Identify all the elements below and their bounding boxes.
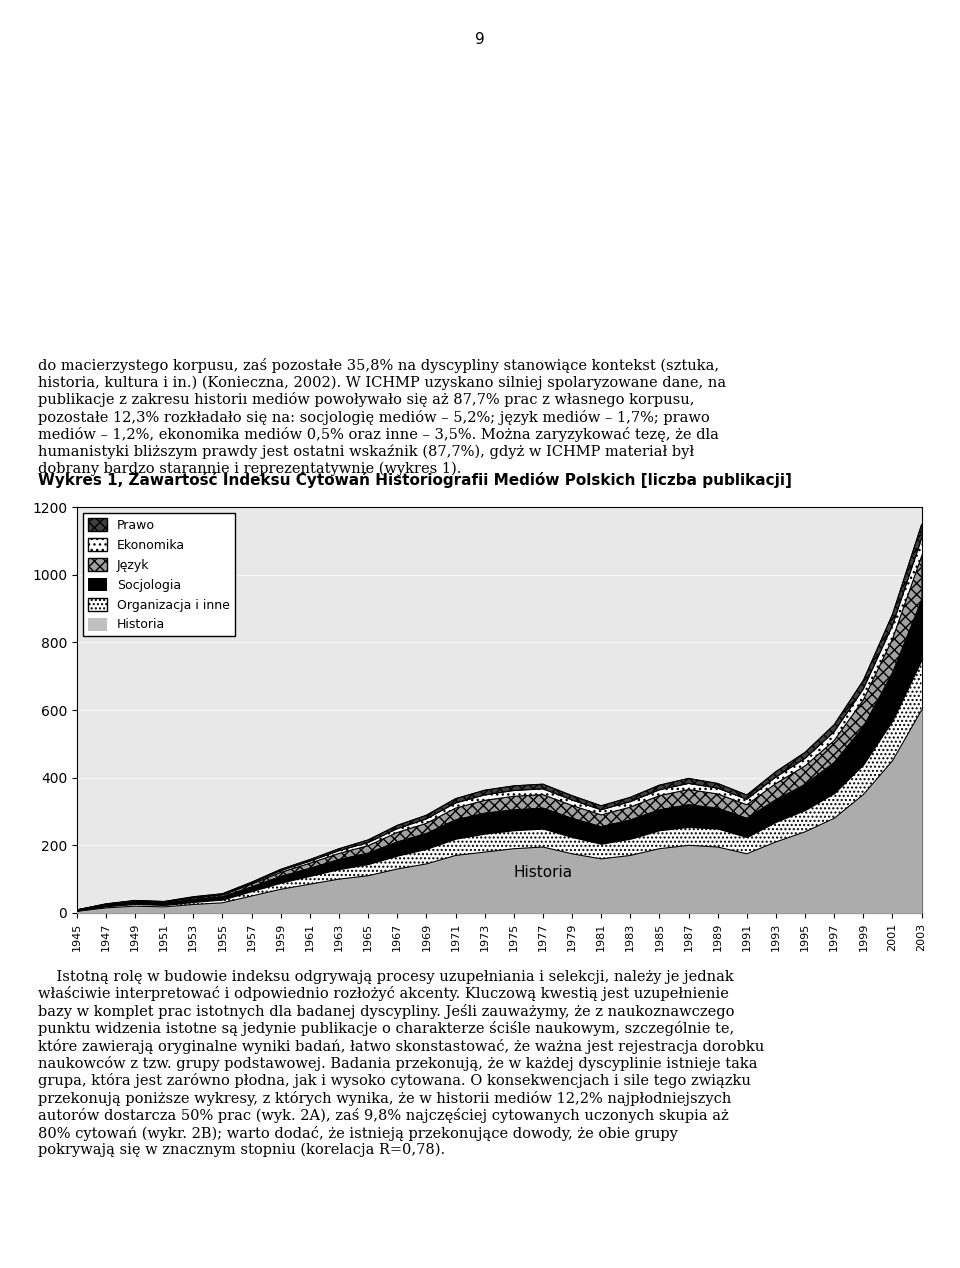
Text: Historia: Historia: [514, 865, 572, 880]
Text: 9: 9: [475, 32, 485, 47]
Text: do macierzystego korpusu, zaś pozostałe 35,8% na dyscypliny stanowiące kontekst : do macierzystego korpusu, zaś pozostałe …: [38, 358, 727, 476]
Text: Istotną rolę w budowie indeksu odgrywają procesy uzupełniania i selekcji, należy: Istotną rolę w budowie indeksu odgrywają…: [38, 970, 765, 1158]
Legend: Prawo, Ekonomika, Język, Socjologia, Organizacja i inne, Historia: Prawo, Ekonomika, Język, Socjologia, Org…: [84, 514, 234, 637]
Text: Wykres 1, Zawartość Indeksu Cytowań Historiografii Mediów Polskich [liczba publi: Wykres 1, Zawartość Indeksu Cytowań Hist…: [38, 472, 792, 488]
